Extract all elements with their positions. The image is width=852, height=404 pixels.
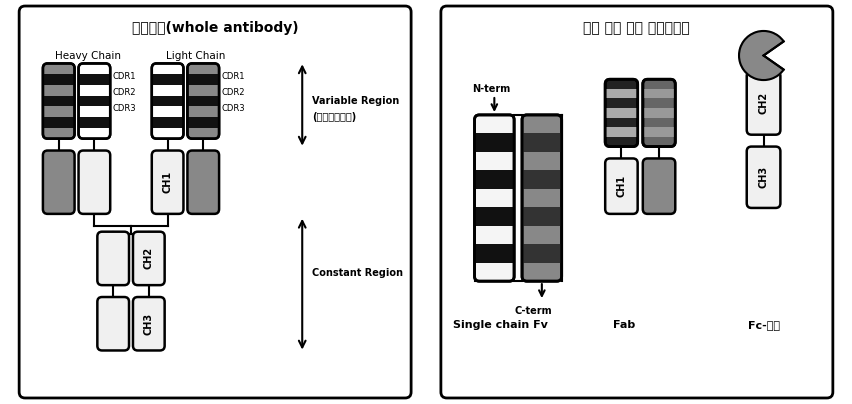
FancyBboxPatch shape	[19, 6, 412, 398]
Text: CDR1: CDR1	[221, 72, 245, 80]
Bar	[188, 117, 218, 128]
FancyBboxPatch shape	[97, 297, 129, 351]
Text: (항원결합부위): (항원결합부위)	[312, 112, 356, 122]
Bar	[153, 96, 182, 106]
Bar	[606, 89, 636, 99]
Text: CH3: CH3	[758, 166, 769, 188]
Bar	[475, 244, 514, 263]
Text: CDR2: CDR2	[221, 88, 245, 97]
FancyBboxPatch shape	[522, 115, 561, 281]
FancyBboxPatch shape	[605, 158, 637, 214]
Bar	[43, 74, 74, 85]
FancyBboxPatch shape	[187, 151, 219, 214]
FancyBboxPatch shape	[43, 151, 75, 214]
FancyBboxPatch shape	[133, 297, 164, 351]
Text: CDR3: CDR3	[112, 105, 135, 114]
Bar	[153, 117, 182, 128]
Text: CDR3: CDR3	[221, 105, 245, 114]
Text: CH2: CH2	[144, 247, 154, 269]
FancyBboxPatch shape	[746, 147, 780, 208]
Bar	[188, 74, 218, 85]
FancyBboxPatch shape	[605, 79, 637, 147]
FancyBboxPatch shape	[97, 232, 129, 285]
Text: Fc-융합: Fc-융합	[747, 320, 780, 330]
Text: CH2: CH2	[758, 92, 769, 114]
FancyBboxPatch shape	[440, 6, 833, 398]
Bar	[606, 108, 636, 118]
Text: C-term: C-term	[514, 306, 552, 316]
FancyBboxPatch shape	[78, 63, 110, 139]
Text: CH1: CH1	[163, 171, 173, 193]
FancyBboxPatch shape	[133, 232, 164, 285]
Bar	[606, 127, 636, 137]
Bar	[43, 96, 74, 106]
FancyBboxPatch shape	[642, 158, 676, 214]
Bar	[475, 170, 514, 189]
Text: Light Chain: Light Chain	[165, 50, 225, 61]
Bar	[153, 74, 182, 85]
Text: N-term: N-term	[473, 84, 511, 94]
Bar	[475, 207, 514, 226]
FancyBboxPatch shape	[43, 63, 75, 139]
Text: Constant Region: Constant Region	[312, 268, 403, 278]
FancyBboxPatch shape	[746, 72, 780, 135]
Text: 완전항체(whole antibody): 완전항체(whole antibody)	[132, 21, 298, 35]
Text: Heavy Chain: Heavy Chain	[55, 50, 122, 61]
FancyBboxPatch shape	[78, 151, 110, 214]
FancyBboxPatch shape	[642, 79, 676, 147]
Bar	[643, 89, 675, 99]
Text: CDR1: CDR1	[112, 72, 135, 80]
Bar	[475, 133, 514, 152]
Bar	[79, 74, 109, 85]
FancyBboxPatch shape	[152, 63, 183, 139]
FancyBboxPatch shape	[475, 115, 514, 281]
Text: CH1: CH1	[617, 175, 626, 197]
Bar	[523, 170, 561, 189]
Text: Single chain Fv: Single chain Fv	[453, 320, 548, 330]
Text: Variable Region: Variable Region	[312, 96, 400, 106]
Bar	[79, 96, 109, 106]
Wedge shape	[739, 31, 784, 80]
Bar	[523, 133, 561, 152]
Bar	[188, 96, 218, 106]
Bar	[523, 244, 561, 263]
FancyBboxPatch shape	[187, 63, 219, 139]
Text: CH3: CH3	[144, 313, 154, 335]
Text: CDR2: CDR2	[112, 88, 135, 97]
Bar	[43, 117, 74, 128]
Bar	[643, 127, 675, 137]
FancyBboxPatch shape	[152, 151, 183, 214]
Text: Fab: Fab	[613, 320, 635, 330]
Bar	[523, 207, 561, 226]
Bar	[79, 117, 109, 128]
Text: 항체 절편 또는 융합단백질: 항체 절편 또는 융합단백질	[584, 21, 690, 35]
Bar	[643, 108, 675, 118]
